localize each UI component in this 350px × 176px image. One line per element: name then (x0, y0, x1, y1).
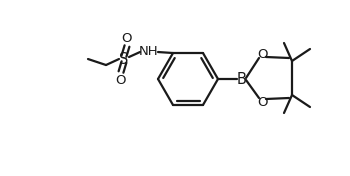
Text: B: B (237, 71, 247, 86)
Text: O: O (257, 96, 267, 108)
Text: NH: NH (139, 45, 159, 58)
Text: O: O (122, 32, 132, 45)
Text: S: S (119, 52, 129, 67)
Text: O: O (116, 74, 126, 87)
Text: O: O (257, 48, 267, 61)
